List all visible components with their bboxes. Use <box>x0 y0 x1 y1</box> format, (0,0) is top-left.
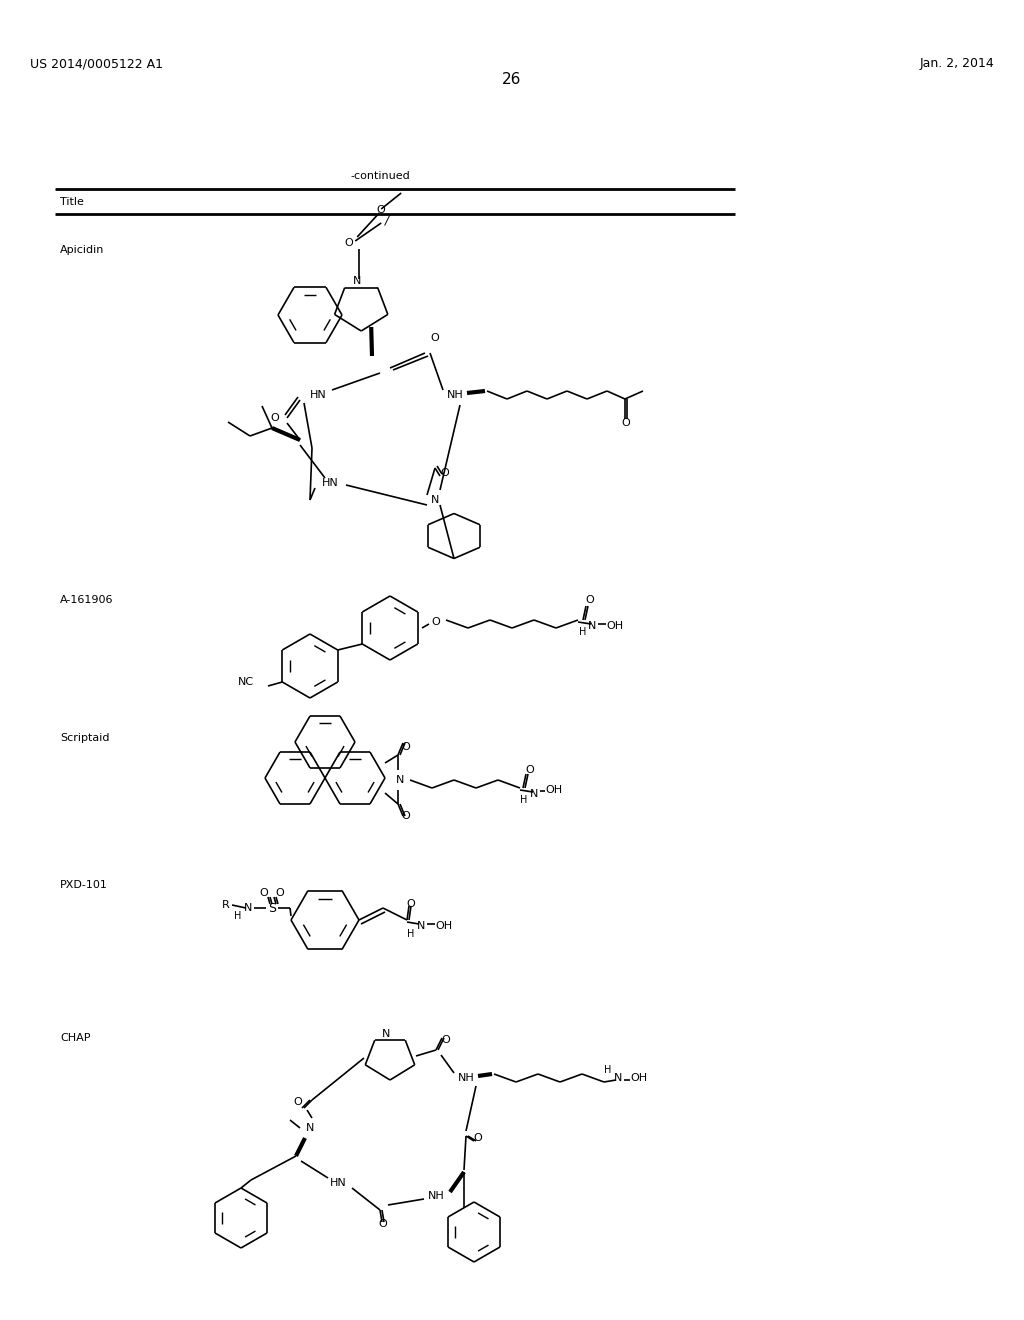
Text: O: O <box>431 333 439 343</box>
Text: O: O <box>432 616 440 627</box>
Text: HN: HN <box>309 389 327 400</box>
Text: H: H <box>408 929 415 939</box>
Text: OH: OH <box>435 921 453 931</box>
Text: O: O <box>525 766 535 775</box>
Text: N: N <box>613 1073 623 1082</box>
Text: NC: NC <box>238 677 254 686</box>
Text: H: H <box>604 1065 611 1074</box>
Text: O: O <box>401 810 411 821</box>
Text: R: R <box>222 900 229 909</box>
Text: OH: OH <box>630 1073 647 1082</box>
Text: N: N <box>588 620 596 631</box>
Text: O: O <box>379 1218 387 1229</box>
Text: Scriptaid: Scriptaid <box>60 733 110 743</box>
Text: O: O <box>270 413 280 422</box>
Text: O: O <box>377 205 386 215</box>
Text: O: O <box>275 888 285 898</box>
Text: CHAP: CHAP <box>60 1034 90 1043</box>
Text: N: N <box>244 903 252 913</box>
Text: NH: NH <box>428 1191 444 1201</box>
Text: O: O <box>440 469 450 478</box>
Text: A-161906: A-161906 <box>60 595 114 605</box>
Text: O: O <box>622 418 631 428</box>
Text: US 2014/0005122 A1: US 2014/0005122 A1 <box>30 58 163 70</box>
Text: O: O <box>294 1097 302 1107</box>
Text: OH: OH <box>606 620 624 631</box>
Text: 26: 26 <box>503 73 521 87</box>
Text: N: N <box>417 921 425 931</box>
Text: O: O <box>474 1133 482 1143</box>
Text: H: H <box>234 911 242 921</box>
Text: -continued: -continued <box>350 172 410 181</box>
Text: NH: NH <box>446 389 464 400</box>
Text: O: O <box>260 888 268 898</box>
Text: OH: OH <box>545 785 562 795</box>
Text: /: / <box>385 214 389 227</box>
Text: S: S <box>268 902 276 915</box>
Text: N: N <box>382 1030 390 1039</box>
Text: N: N <box>306 1123 314 1133</box>
Text: N: N <box>353 276 361 286</box>
Text: HN: HN <box>330 1177 346 1188</box>
Text: Title: Title <box>60 197 84 207</box>
Text: N: N <box>431 495 439 506</box>
Text: O: O <box>441 1035 451 1045</box>
Text: N: N <box>396 775 404 785</box>
Text: H: H <box>580 627 587 638</box>
Text: NH: NH <box>458 1073 474 1082</box>
Text: Jan. 2, 2014: Jan. 2, 2014 <box>920 58 994 70</box>
Text: Apicidin: Apicidin <box>60 246 104 255</box>
Text: HN: HN <box>322 478 338 488</box>
Text: O: O <box>586 595 594 605</box>
Text: PXD-101: PXD-101 <box>60 880 108 890</box>
Text: O: O <box>407 899 416 909</box>
Text: O: O <box>401 742 411 752</box>
Text: O: O <box>345 238 353 248</box>
Text: H: H <box>520 795 527 805</box>
Text: N: N <box>529 789 539 799</box>
